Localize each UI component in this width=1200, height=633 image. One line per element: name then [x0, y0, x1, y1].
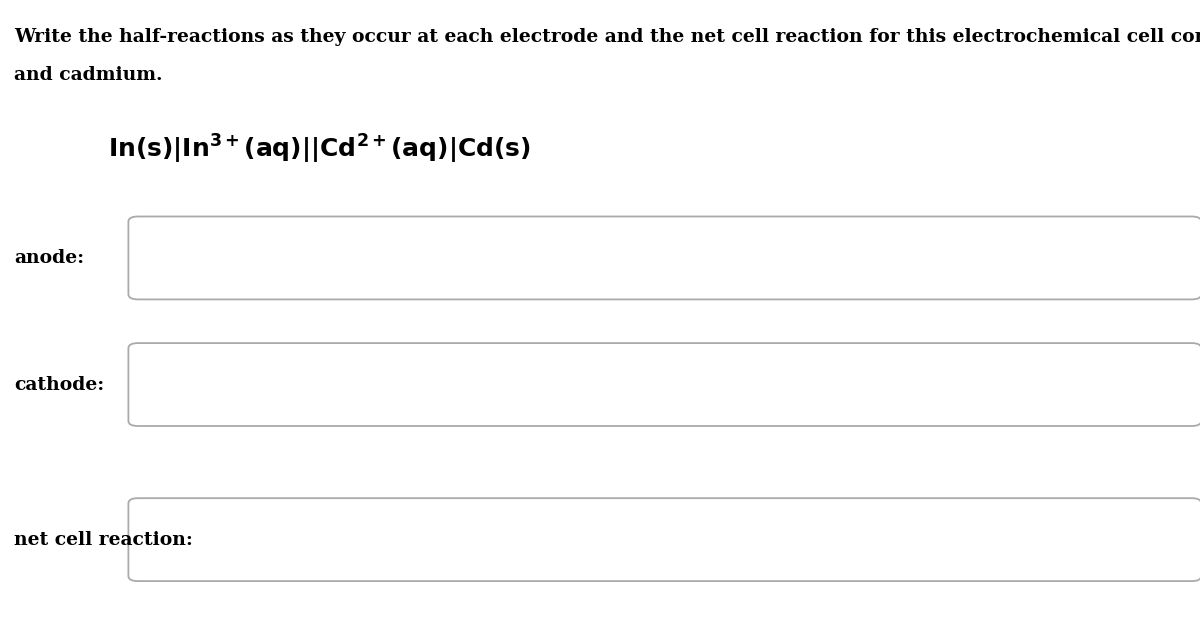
Text: and cadmium.: and cadmium.: [14, 66, 163, 84]
Text: net cell reaction:: net cell reaction:: [14, 530, 193, 549]
Text: Write the half-reactions as they occur at each electrode and the net cell reacti: Write the half-reactions as they occur a…: [14, 28, 1200, 46]
FancyBboxPatch shape: [128, 216, 1200, 299]
FancyBboxPatch shape: [128, 343, 1200, 426]
Text: anode:: anode:: [14, 249, 84, 267]
Text: cathode:: cathode:: [14, 375, 104, 394]
Text: $\mathbf{In(s)|In^{3+}(aq)||Cd^{2+}(aq)|Cd(s)}$: $\mathbf{In(s)|In^{3+}(aq)||Cd^{2+}(aq)|…: [108, 133, 530, 166]
FancyBboxPatch shape: [128, 498, 1200, 581]
